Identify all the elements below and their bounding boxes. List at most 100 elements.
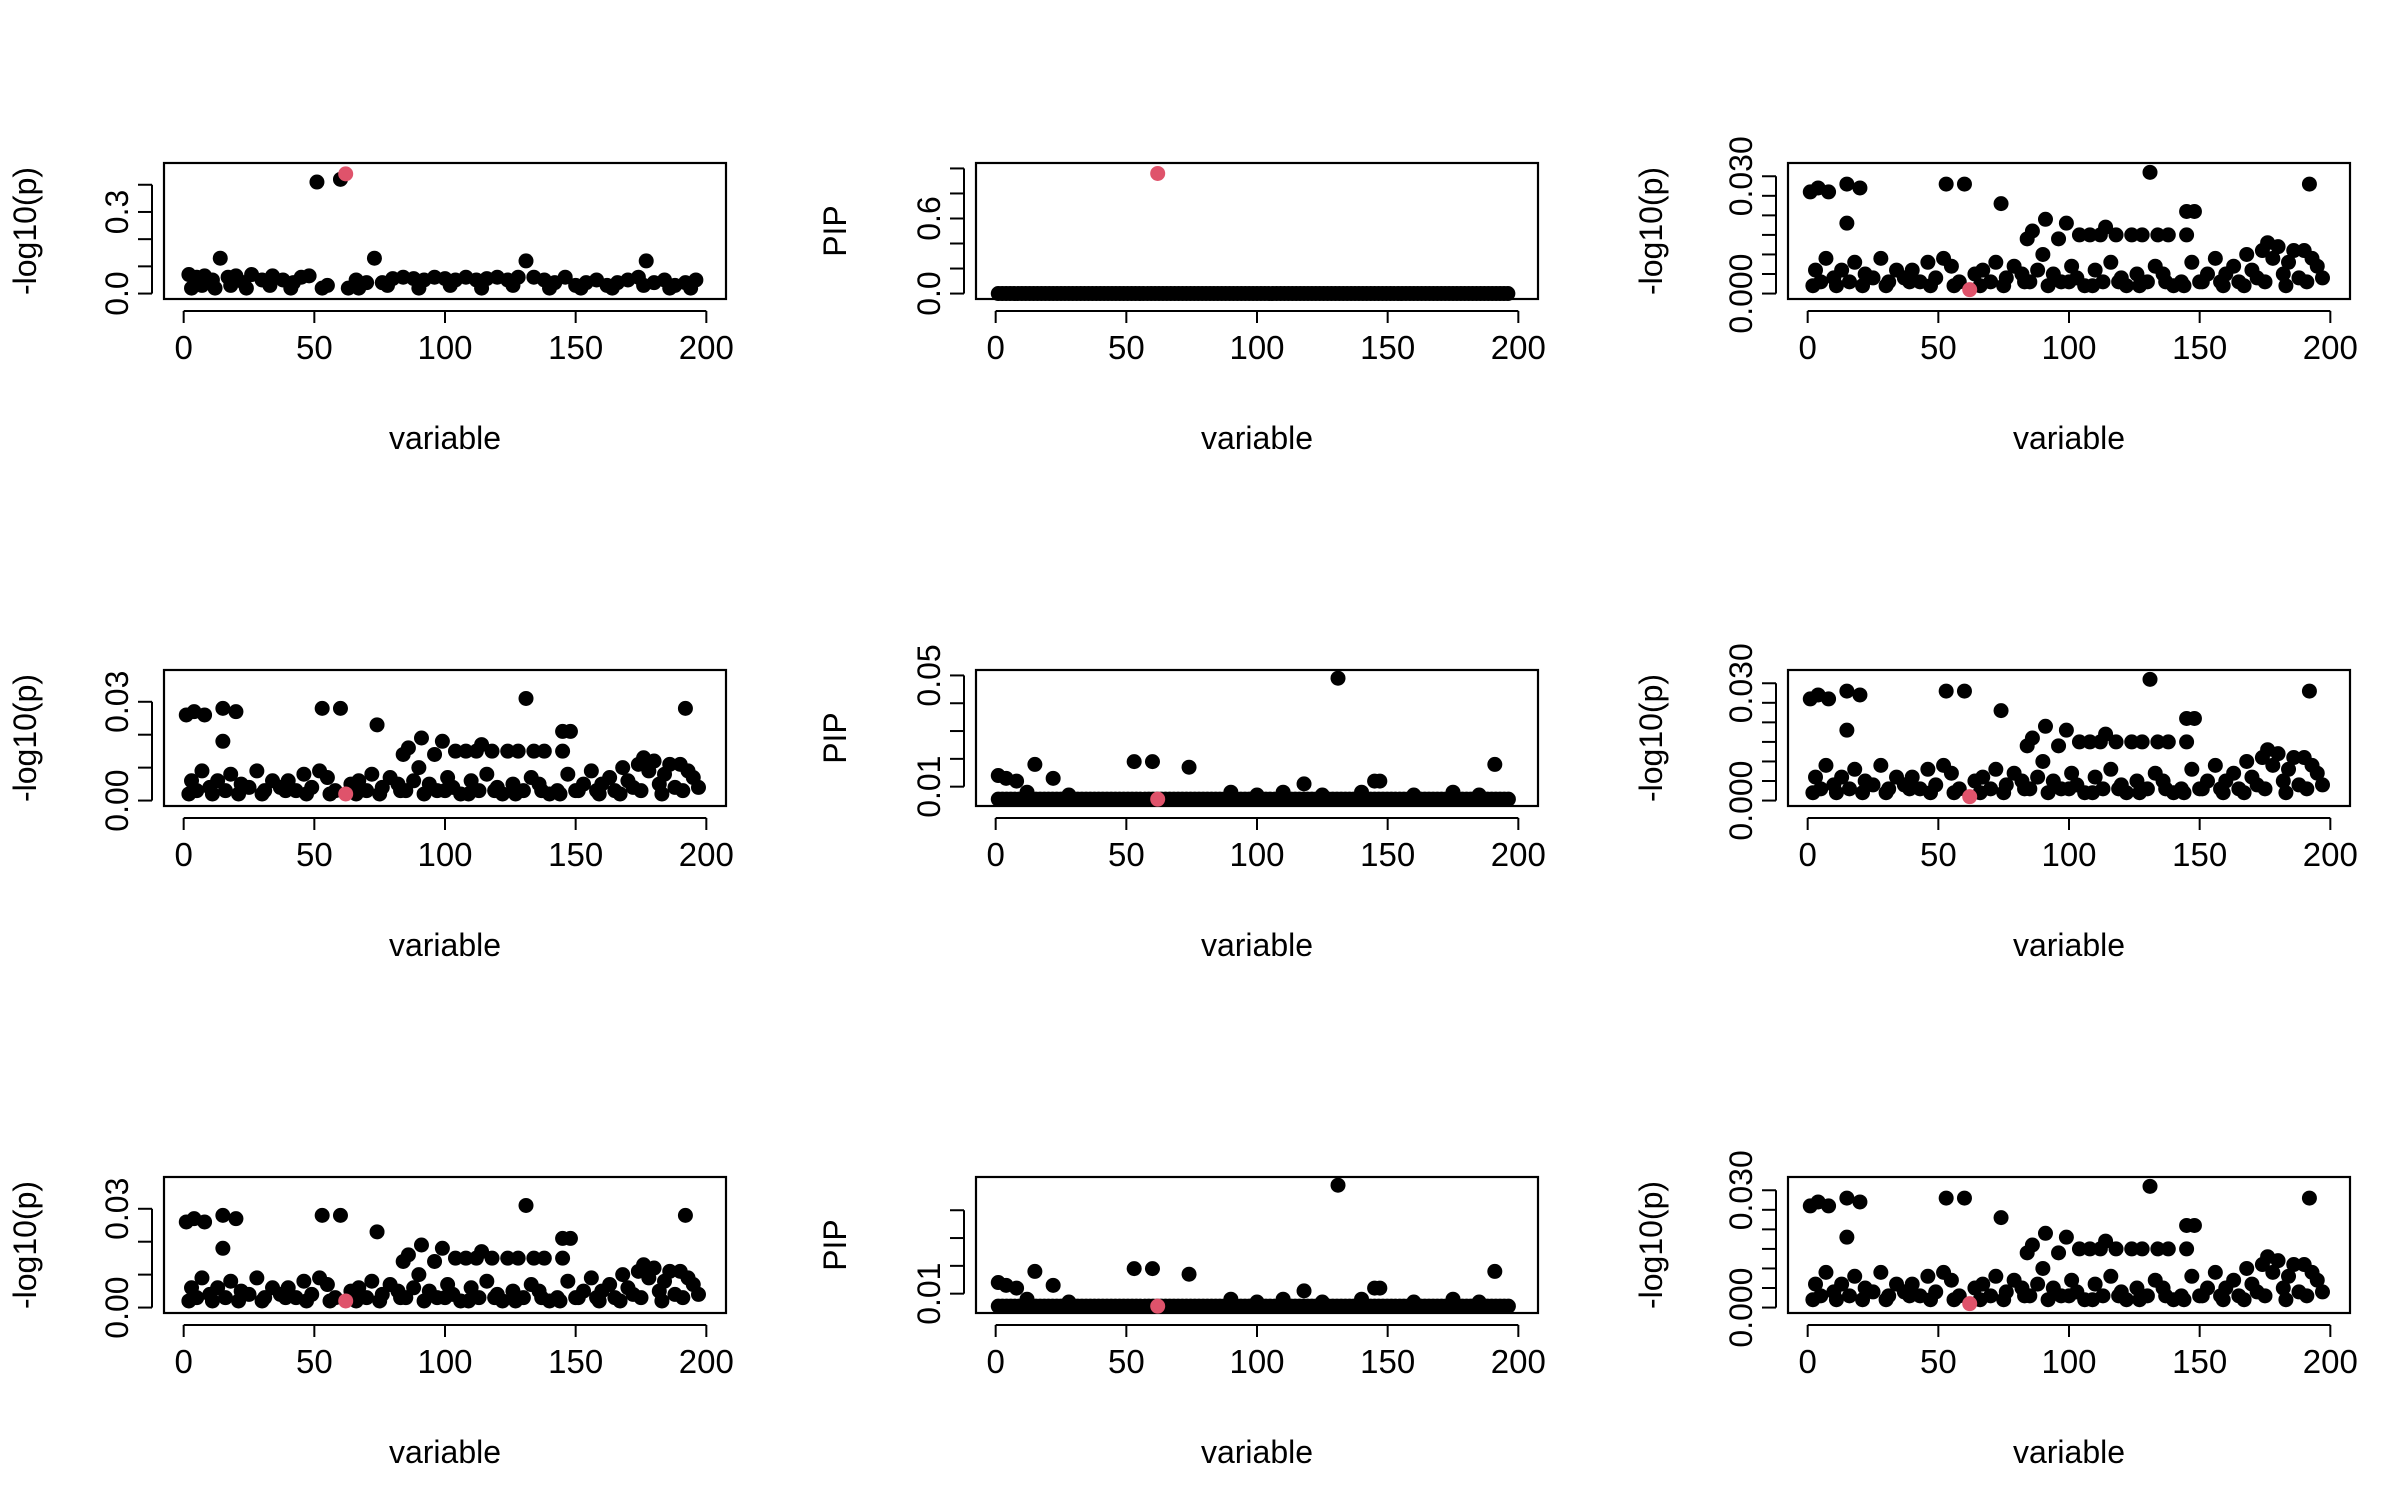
data-point — [2064, 765, 2080, 781]
data-point — [2160, 1241, 2176, 1257]
data-point — [1223, 1291, 1239, 1307]
y-axis-title: -log10(p) — [1633, 1181, 1669, 1309]
data-point — [1988, 254, 2004, 270]
data-point — [2108, 734, 2124, 750]
data-point — [1993, 196, 2009, 212]
data-point — [526, 743, 542, 759]
data-point — [2061, 274, 2077, 290]
data-point — [583, 763, 599, 779]
x-tick-label: 50 — [1108, 329, 1145, 366]
data-point — [2207, 250, 2223, 266]
x-tick-label: 100 — [1229, 1343, 1284, 1380]
data-point — [1865, 777, 1881, 793]
data-point — [1471, 1294, 1487, 1310]
data-point — [1821, 184, 1837, 200]
data-point — [395, 1253, 411, 1269]
data-point — [654, 786, 670, 802]
data-point — [238, 280, 254, 296]
data-point — [1855, 785, 1871, 801]
data-point — [1873, 757, 1889, 773]
data-point — [1878, 278, 1894, 294]
panel-p3: 0 50 100 150 200 variable 0.000 0.030 -log10(p) — [1633, 136, 2358, 456]
data-point — [555, 1250, 571, 1266]
data-point — [1865, 270, 1881, 286]
panel-p4: 0 50 100 150 200 variable 0.00 0.03 -log10(p) — [7, 668, 734, 963]
data-point — [2270, 239, 2286, 255]
data-point — [1956, 1190, 1972, 1206]
x-tick-label: 200 — [679, 836, 734, 873]
data-point — [487, 783, 503, 799]
y-tick-label: 0.030 — [1723, 643, 1759, 723]
data-point — [1841, 1288, 1857, 1304]
data-point — [1938, 683, 1954, 699]
data-point — [1865, 1284, 1881, 1300]
data-point — [633, 1290, 649, 1306]
x-tick-label: 200 — [2303, 329, 2358, 366]
data-point — [2051, 231, 2067, 247]
data-point — [1354, 784, 1370, 800]
data-point — [1487, 1263, 1503, 1279]
data-point — [1249, 787, 1265, 803]
data-point — [1500, 1298, 1516, 1314]
data-point — [1902, 1288, 1918, 1304]
data-point — [474, 280, 490, 296]
data-point — [1943, 1272, 1959, 1288]
data-point — [468, 1250, 484, 1266]
data-point — [2051, 738, 2067, 754]
data-point — [2314, 1284, 2330, 1300]
data-point — [2286, 1257, 2302, 1273]
data-point — [2040, 785, 2056, 801]
data-point — [2278, 278, 2294, 294]
data-point — [636, 277, 652, 293]
x-axis-title: variable — [2013, 1434, 2125, 1470]
y-tick-label: 0.000 — [1723, 1268, 1759, 1348]
data-point — [413, 730, 429, 746]
data-point — [612, 1293, 628, 1309]
data-point — [2179, 1241, 2195, 1257]
data-point — [1813, 781, 1829, 797]
highlight-point — [1150, 791, 1166, 807]
data-point — [1834, 1276, 1850, 1292]
data-point — [231, 1293, 247, 1309]
y-tick-label: 0.0 — [911, 271, 947, 315]
data-point — [560, 1273, 576, 1289]
data-point — [2111, 781, 2127, 797]
data-point — [1009, 773, 1025, 789]
data-point — [215, 733, 231, 749]
y-axis-title: PIP — [817, 712, 853, 764]
y-tick-label: 0.05 — [911, 644, 947, 706]
y-tick-label: 0.03 — [99, 671, 135, 733]
data-point — [366, 250, 382, 266]
data-point — [646, 1260, 662, 1276]
data-point — [197, 707, 213, 723]
x-tick-label: 0 — [1798, 1343, 1816, 1380]
data-point — [2129, 773, 2145, 789]
data-point — [570, 1290, 586, 1306]
data-point — [510, 743, 526, 759]
data-point — [1946, 1292, 1962, 1308]
y-axis-title: -log10(p) — [1633, 674, 1669, 802]
x-tick-label: 150 — [2172, 1343, 2227, 1380]
data-point — [2103, 761, 2119, 777]
data-point — [2061, 781, 2077, 797]
data-point — [2030, 1276, 2046, 1292]
highlight-point — [338, 1293, 354, 1309]
data-point — [393, 783, 409, 799]
data-point — [2134, 1241, 2150, 1257]
x-tick-label: 150 — [548, 836, 603, 873]
data-point — [591, 1293, 607, 1309]
data-point — [2184, 1268, 2200, 1284]
panel-p1: 0 50 100 150 200 variable 0.0 0.3 -log10(p) — [7, 161, 734, 456]
data-point — [479, 1273, 495, 1289]
x-tick-label: 0 — [174, 1343, 192, 1380]
data-point — [1938, 176, 1954, 192]
data-point — [570, 783, 586, 799]
data-point — [1354, 1291, 1370, 1307]
data-point — [2226, 258, 2242, 274]
data-point — [1920, 254, 1936, 270]
data-point — [1367, 1280, 1383, 1296]
x-tick-label: 200 — [1491, 836, 1546, 873]
data-point — [309, 174, 325, 190]
data-point — [437, 1290, 453, 1306]
data-point — [1922, 1292, 1938, 1308]
